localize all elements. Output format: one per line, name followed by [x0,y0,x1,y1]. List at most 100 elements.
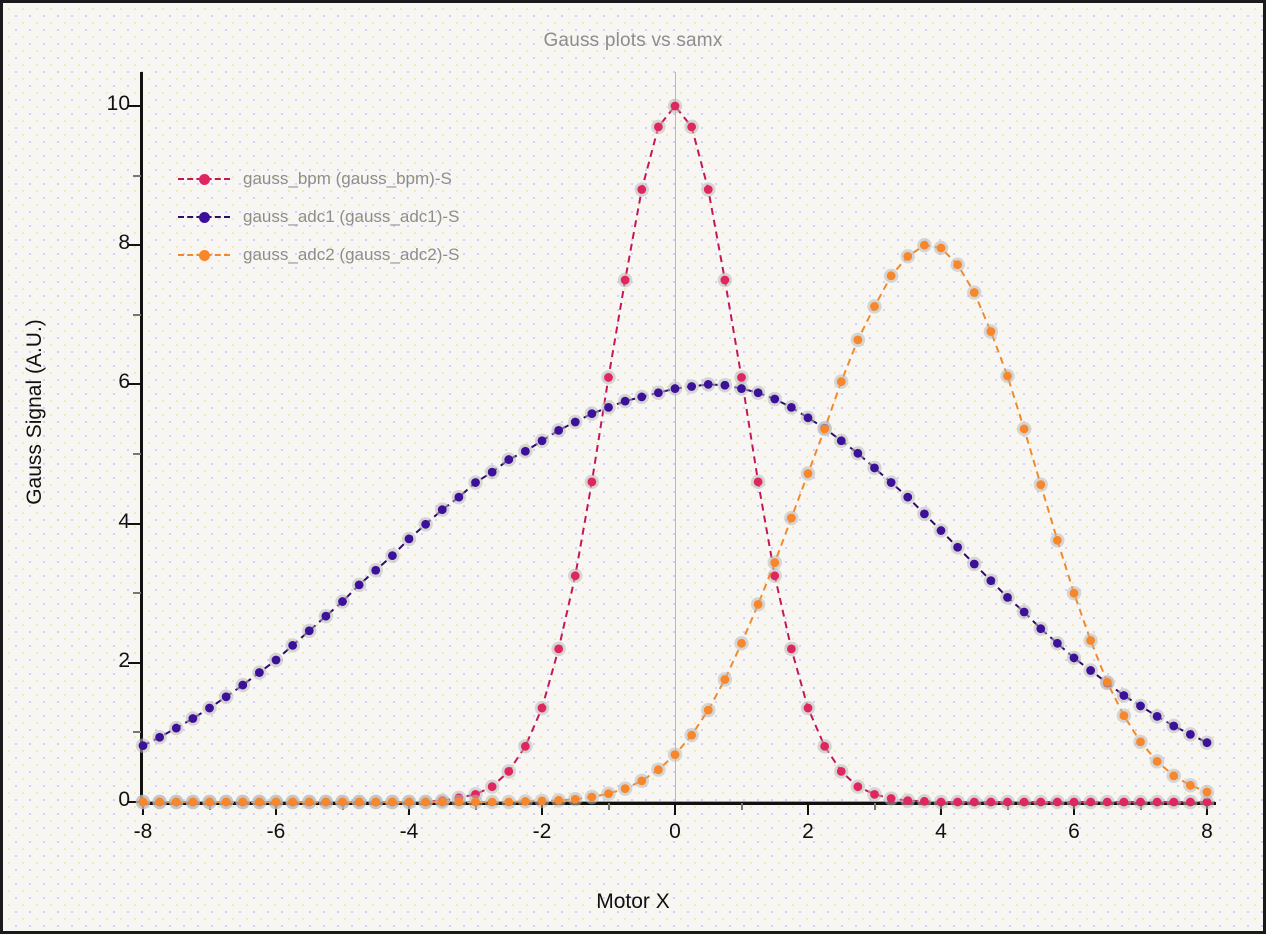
data-point[interactable] [737,638,746,648]
data-point[interactable] [1152,756,1162,766]
data-point[interactable] [1102,677,1112,687]
data-point[interactable] [853,448,863,458]
legend-item-gauss_bpm[interactable]: gauss_bpm (gauss_bpm)-S [178,160,459,198]
data-point[interactable] [1136,737,1145,747]
data-point[interactable] [554,644,564,654]
data-point[interactable] [1119,711,1129,721]
data-point[interactable] [770,394,780,404]
data-point[interactable] [188,714,198,723]
data-point[interactable] [537,436,547,446]
data-point[interactable] [1086,636,1096,645]
data-point[interactable] [986,327,996,336]
data-point[interactable] [338,597,347,606]
data-point[interactable] [454,492,464,502]
data-point[interactable] [554,425,564,435]
data-point[interactable] [969,288,979,297]
data-point[interactable] [1169,771,1179,781]
data-point[interactable] [1003,592,1012,602]
data-point[interactable] [853,782,863,792]
data-point[interactable] [421,519,431,529]
data-point[interactable] [1036,480,1046,490]
data-point[interactable] [570,417,580,427]
data-point[interactable] [321,611,331,621]
data-point[interactable] [903,251,913,261]
data-point[interactable] [238,680,248,690]
data-point[interactable] [637,185,647,194]
data-point[interactable] [1185,729,1195,739]
data-point[interactable] [820,741,830,751]
data-point[interactable] [587,477,597,487]
data-point[interactable] [953,260,963,270]
data-point[interactable] [487,782,497,792]
data-point[interactable] [703,380,713,389]
data-point[interactable] [1003,371,1012,381]
data-point[interactable] [1202,738,1212,748]
data-point[interactable] [1119,691,1129,700]
data-point[interactable] [720,275,730,285]
data-point[interactable] [1036,624,1046,634]
data-point[interactable] [437,505,447,515]
data-point[interactable] [886,478,896,487]
data-point[interactable] [637,392,647,402]
data-point[interactable] [886,271,896,281]
data-point[interactable] [637,776,647,786]
data-point[interactable] [687,382,697,391]
data-point[interactable] [653,765,663,775]
data-point[interactable] [271,655,281,665]
data-point[interactable] [354,580,364,590]
data-point[interactable] [786,644,796,654]
data-point[interactable] [1069,588,1079,598]
data-point[interactable] [836,436,846,446]
data-point[interactable] [205,703,214,713]
data-point[interactable] [870,302,879,311]
data-point[interactable] [753,599,763,609]
data-point[interactable] [653,388,663,398]
data-point[interactable] [155,732,165,742]
data-point[interactable] [604,789,613,799]
data-point[interactable] [853,335,863,345]
data-point[interactable] [620,784,630,794]
data-point[interactable] [1136,701,1145,711]
data-point[interactable] [919,509,929,519]
data-point[interactable] [288,641,298,650]
data-point[interactable] [371,565,381,575]
data-point[interactable] [504,766,514,776]
data-point[interactable] [820,423,830,433]
data-point[interactable] [1019,607,1029,617]
data-point[interactable] [471,789,480,799]
data-point[interactable] [969,559,979,569]
data-point[interactable] [753,388,763,398]
data-point[interactable] [903,492,913,502]
legend-item-gauss_adc2[interactable]: gauss_adc2 (gauss_adc2)-S [178,236,459,274]
data-point[interactable] [1052,535,1062,545]
data-point[interactable] [870,463,879,473]
data-point[interactable] [737,384,746,393]
data-point[interactable] [836,377,846,387]
data-point[interactable] [870,789,879,799]
data-point[interactable] [953,542,963,552]
data-point[interactable] [770,558,780,567]
data-point[interactable] [504,455,514,464]
data-point[interactable] [820,424,830,434]
data-point[interactable] [520,446,530,456]
data-point[interactable] [620,396,630,406]
data-point[interactable] [753,477,763,487]
data-point[interactable] [1169,721,1179,731]
data-point[interactable] [703,185,713,194]
data-point[interactable] [304,626,314,636]
data-point[interactable] [803,703,813,713]
data-point[interactable] [687,122,697,132]
data-point[interactable] [803,469,813,478]
data-point[interactable] [653,122,663,132]
data-point[interactable] [604,373,613,382]
data-point[interactable] [537,703,547,713]
data-point[interactable] [1086,666,1096,675]
data-point[interactable] [770,571,780,581]
data-point[interactable] [1202,787,1212,797]
data-point[interactable] [471,478,480,487]
data-point[interactable] [520,741,530,751]
vertical-cursor-line[interactable] [675,72,676,802]
data-point[interactable] [1019,424,1029,434]
data-point[interactable] [1069,653,1079,663]
data-point[interactable] [404,534,414,544]
